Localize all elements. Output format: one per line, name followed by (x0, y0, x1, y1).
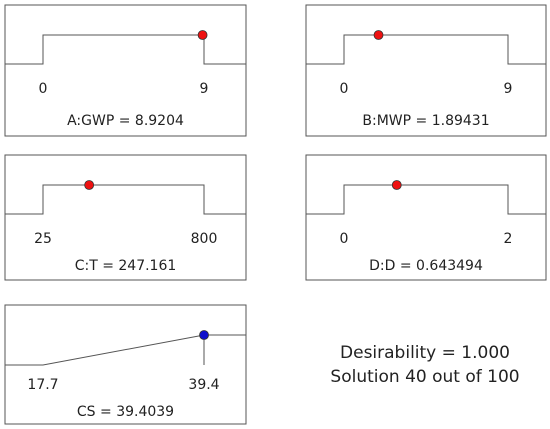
desirability-summary: Desirability = 1.000 (340, 343, 510, 363)
ramp-line (5, 34, 246, 65)
setting-marker (199, 330, 209, 340)
panel-caption: C:T = 247.161 (75, 258, 177, 274)
panel-frame (305, 154, 547, 281)
panel-caption: CS = 39.4039 (77, 404, 174, 420)
ramp-panel-gwp: 0 9 A:GWP = 8.9204 (4, 4, 247, 137)
tick-label-high: 39.4 (188, 377, 219, 393)
tick-label-low: 17.7 (27, 377, 58, 393)
ramp-line (5, 334, 246, 366)
tick-label-low: 0 (340, 81, 349, 97)
ramp-line (5, 184, 246, 215)
tick-label-high: 800 (191, 231, 218, 247)
ramp-line (306, 184, 546, 215)
panel-frame (4, 4, 247, 137)
tick-label-high: 9 (504, 81, 513, 97)
ramp-line (306, 34, 546, 65)
setting-marker (391, 180, 402, 190)
tick-label-low: 0 (340, 231, 349, 247)
solution-count: Solution 40 out of 100 (330, 367, 520, 387)
tick-label-high: 9 (200, 81, 209, 97)
ramp-panel-cs: 17.7 39.4 CS = 39.4039 (4, 304, 247, 425)
panel-caption: D:D = 0.643494 (369, 258, 483, 274)
panel-frame (305, 4, 547, 137)
setting-marker (197, 30, 208, 40)
tick-label-high: 2 (504, 231, 513, 247)
ramp-panel-d: 0 2 D:D = 0.643494 (305, 154, 547, 281)
panel-caption: B:MWP = 1.89431 (362, 113, 489, 129)
tick-label-low: 0 (39, 81, 48, 97)
panel-caption: A:GWP = 8.9204 (67, 113, 184, 129)
ramp-panel-mwp: 0 9 B:MWP = 1.89431 (305, 4, 547, 137)
ramp-panel-t: 25 800 C:T = 247.161 (4, 154, 247, 281)
setting-marker (373, 30, 384, 40)
tick-label-low: 25 (34, 231, 52, 247)
panel-frame (4, 154, 247, 281)
setting-marker (84, 180, 95, 190)
